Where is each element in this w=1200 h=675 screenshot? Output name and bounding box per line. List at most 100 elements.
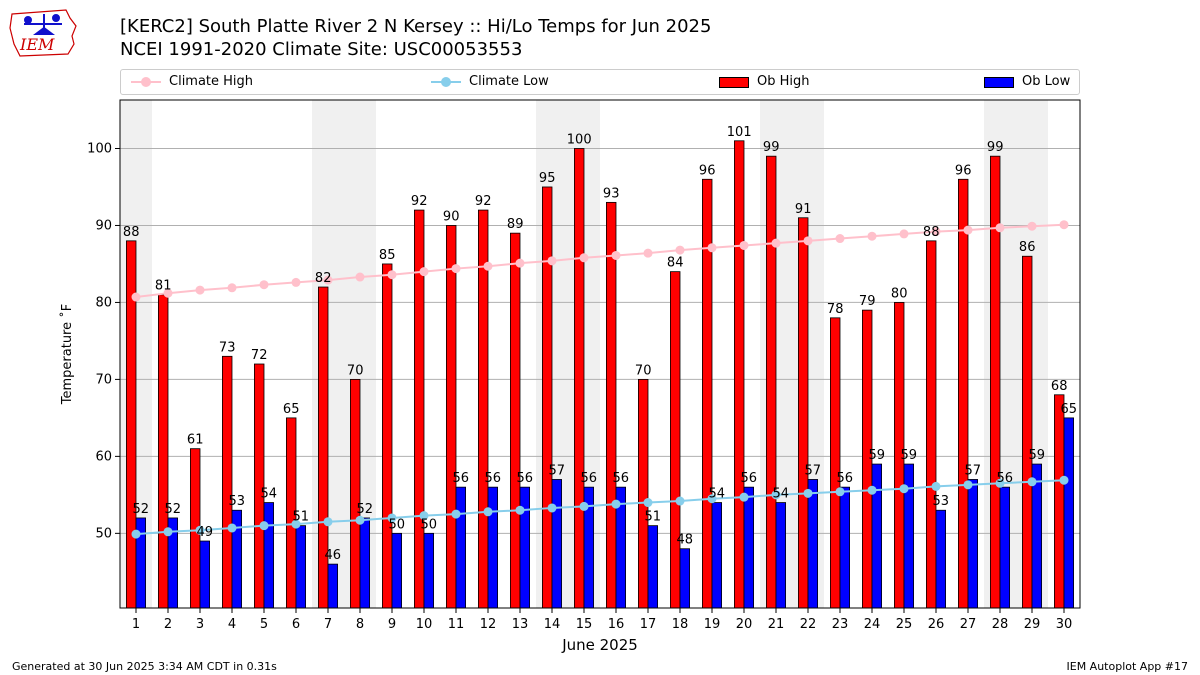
climate-high-point — [227, 283, 237, 293]
ob-low-label: 51 — [645, 510, 662, 525]
climate-low-point — [1027, 477, 1037, 487]
ob-low-label: 53 — [933, 494, 950, 509]
y-tick-label: 100 — [87, 141, 112, 156]
ob-high-label: 88 — [923, 225, 940, 240]
climate-high-swatch — [131, 75, 161, 89]
ob-high-bar — [798, 217, 809, 609]
ob-high-bar — [509, 232, 521, 609]
ob-low-label: 50 — [389, 517, 406, 532]
ob-low-label: 56 — [581, 471, 598, 486]
ob-low-bar — [423, 532, 435, 609]
ob-low-bar — [967, 479, 979, 609]
ob-high-bar — [445, 225, 457, 609]
y-tick-label: 60 — [95, 449, 112, 464]
ob-high-label: 92 — [411, 194, 428, 209]
x-tick-label: 3 — [196, 617, 204, 632]
ob-low-label: 52 — [165, 502, 182, 517]
ob-low-bar — [519, 486, 531, 609]
ob-high-bar — [381, 263, 393, 609]
x-tick-label: 17 — [640, 617, 657, 632]
ob-low-label: 57 — [805, 463, 822, 478]
climate-high-point — [1027, 221, 1037, 231]
ob-high-label: 82 — [315, 271, 332, 286]
climate-low-swatch — [431, 75, 461, 89]
ob-high-label: 78 — [827, 302, 844, 317]
x-tick-label: 23 — [832, 617, 849, 632]
legend-label-ob-high: Ob High — [757, 74, 810, 89]
climate-high-point — [995, 223, 1005, 233]
climate-high-swatch-dot — [141, 76, 151, 87]
x-tick-label: 13 — [512, 617, 529, 632]
ob-high-bar — [670, 271, 681, 609]
climate-high-point — [579, 253, 589, 263]
climate-high-line — [135, 223, 1065, 299]
ob-high-label: 90 — [443, 209, 460, 224]
climate-high-point — [387, 270, 397, 280]
climate-low-point — [323, 517, 333, 527]
climate-low-point — [579, 501, 589, 511]
ob-low-bar — [1063, 417, 1075, 609]
climate-high-point — [675, 245, 685, 255]
x-axis-label: June 2025 — [561, 636, 638, 654]
climate-high-point — [707, 243, 717, 253]
x-tick-label: 30 — [1056, 617, 1073, 632]
climate-low-point — [259, 521, 269, 531]
ob-low-bar — [743, 486, 755, 609]
climate-high-point — [835, 234, 845, 244]
ob-low-bar — [551, 479, 563, 609]
climate-high-point — [323, 275, 333, 285]
climate-high-point — [195, 285, 205, 295]
ob-high-label: 99 — [763, 140, 780, 155]
ob-low-label: 56 — [741, 471, 758, 486]
climate-low-line — [135, 479, 1065, 536]
ob-low-label: 50 — [421, 517, 438, 532]
ob-high-label: 89 — [507, 217, 524, 232]
ob-high-label: 84 — [667, 256, 684, 271]
footer-generated: Generated at 30 Jun 2025 3:34 AM CDT in … — [12, 660, 277, 673]
ob-high-bar — [734, 140, 745, 609]
ob-low-bar — [935, 509, 947, 609]
x-tick-label: 25 — [896, 617, 913, 632]
climate-high-point — [291, 277, 301, 287]
ob-high-label: 70 — [635, 363, 652, 378]
ob-high-label: 100 — [567, 132, 592, 147]
ob-high-bar — [1022, 255, 1033, 609]
climate-low-point — [707, 494, 717, 504]
climate-high-point — [867, 231, 877, 241]
ob-low-label: 53 — [229, 494, 246, 509]
ob-low-label: 59 — [901, 448, 918, 463]
y-tick-label: 80 — [95, 295, 112, 310]
ob-high-label: 93 — [603, 186, 620, 201]
ob-low-label: 59 — [1029, 448, 1046, 463]
ob-high-label: 92 — [475, 194, 492, 209]
x-tick-label: 6 — [292, 617, 300, 632]
ob-low-bar — [199, 540, 211, 609]
ob-low-bar — [263, 502, 275, 609]
climate-low-point — [611, 499, 621, 509]
climate-low-point — [515, 505, 525, 515]
ob-high-bar — [574, 148, 585, 609]
x-tick-label: 21 — [768, 617, 785, 632]
climate-low-point — [483, 507, 493, 517]
climate-low-point — [995, 478, 1005, 488]
ob-low-label: 65 — [1061, 402, 1078, 417]
x-tick-label: 16 — [608, 617, 625, 632]
ob-high-label: 88 — [123, 225, 140, 240]
ob-low-bar — [295, 525, 307, 609]
x-tick-label: 20 — [736, 617, 753, 632]
ob-high-label: 96 — [699, 163, 716, 178]
climate-high-point — [131, 292, 141, 302]
ob-low-bar — [487, 486, 499, 609]
climate-low-swatch-dot — [441, 76, 451, 87]
climate-low-point — [131, 529, 141, 539]
climate-high-point — [547, 256, 557, 266]
climate-low-point — [739, 492, 749, 502]
x-tick-label: 5 — [260, 617, 268, 632]
ob-low-label: 57 — [965, 463, 982, 478]
legend-label-climate-low: Climate Low — [469, 74, 549, 89]
ob-high-label: 79 — [859, 294, 876, 309]
x-tick-label: 8 — [356, 617, 364, 632]
climate-high-point — [611, 250, 621, 260]
climate-low-point — [867, 485, 877, 495]
